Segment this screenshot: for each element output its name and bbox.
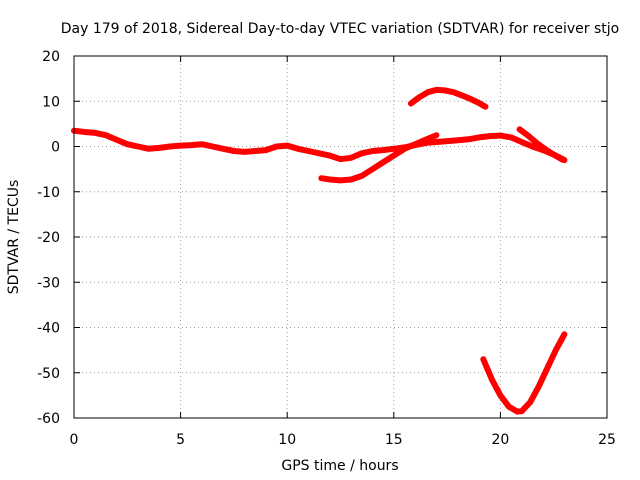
series-upper-arc bbox=[407, 86, 489, 110]
y-tick-label: -50 bbox=[37, 366, 60, 382]
y-tick-label: -40 bbox=[37, 321, 60, 337]
y-tick-label: -10 bbox=[37, 185, 60, 201]
y-tick-label: 10 bbox=[42, 94, 60, 110]
chart-title: Day 179 of 2018, Sidereal Day-to-day VTE… bbox=[61, 21, 619, 37]
tick-layer: 0 5 10 15 20 25 -60 -50 -40 -30 -20 -10 0 10 20 bbox=[37, 49, 616, 448]
x-tick-label: 5 bbox=[176, 432, 185, 448]
series-layer bbox=[71, 86, 568, 415]
x-tick-label: 15 bbox=[385, 432, 403, 448]
x-tick-label: 10 bbox=[278, 432, 296, 448]
x-tick-label: 20 bbox=[491, 432, 509, 448]
x-tick-label: 25 bbox=[598, 432, 616, 448]
x-tick-label: 0 bbox=[70, 432, 79, 448]
series-main-track bbox=[71, 127, 568, 164]
y-axis-label: SDTVAR / TECUs bbox=[6, 180, 22, 295]
series-right-spur bbox=[516, 126, 566, 163]
y-tick-label: -20 bbox=[37, 230, 60, 246]
series-deep-dip bbox=[480, 331, 568, 415]
y-tick-label: 20 bbox=[42, 49, 60, 65]
y-tick-label: 0 bbox=[51, 140, 60, 156]
y-tick-label: -60 bbox=[37, 411, 60, 427]
y-tick-label: -30 bbox=[37, 275, 60, 291]
x-axis-label: GPS time / hours bbox=[281, 458, 398, 474]
series-lower-branch bbox=[318, 132, 440, 184]
